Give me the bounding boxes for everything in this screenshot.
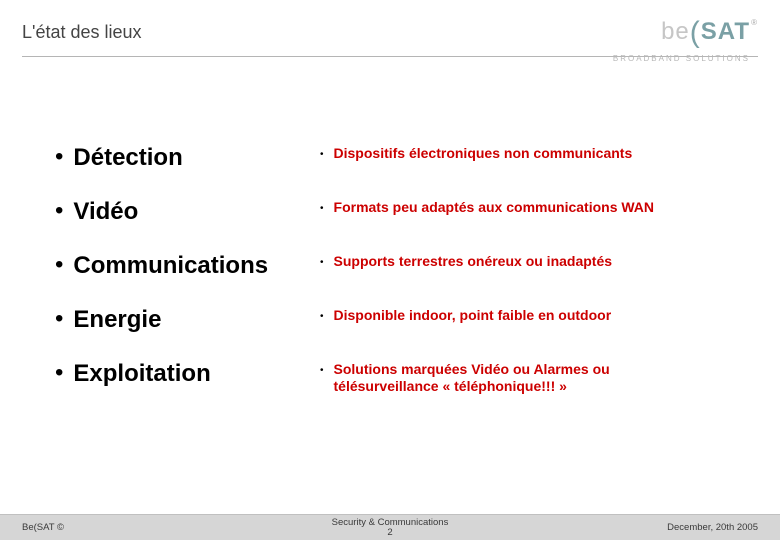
footer-page-number: 2 <box>387 527 392 538</box>
description-label: Supports terrestres onéreux ou inadaptés <box>334 253 613 270</box>
bullet-icon: • <box>320 256 324 270</box>
left-col: • Vidéo <box>55 199 320 225</box>
footer-copyright: Be(SAT © <box>22 522 64 533</box>
logo-subtitle: BROADBAND SOLUTIONS <box>613 54 750 63</box>
right-col: • Supports terrestres onéreux ou inadapt… <box>320 253 612 270</box>
list-item: • Vidéo • Formats peu adaptés aux commun… <box>55 199 750 225</box>
logo-text-sat: SAT <box>701 18 750 45</box>
content: • Détection • Dispositifs électroniques … <box>55 145 750 423</box>
list-item: • Détection • Dispositifs électroniques … <box>55 145 750 171</box>
bullet-icon: • <box>55 307 63 331</box>
topic-label: Energie <box>73 307 161 333</box>
topic-label: Détection <box>73 145 182 171</box>
bullet-icon: • <box>320 364 324 378</box>
bullet-icon: • <box>320 310 324 324</box>
topic-label: Communications <box>73 253 268 279</box>
right-col: • Dispositifs électroniques non communic… <box>320 145 632 162</box>
bullet-icon: • <box>320 202 324 216</box>
left-col: • Exploitation <box>55 361 320 387</box>
left-col: • Détection <box>55 145 320 171</box>
list-item: • Communications • Supports terrestres o… <box>55 253 750 279</box>
list-item: • Exploitation • Solutions marquées Vidé… <box>55 361 750 395</box>
description-label: Disponible indoor, point faible en outdo… <box>334 307 612 324</box>
slide: L'état des lieux be(SAT ® BROADBAND SOLU… <box>0 0 780 540</box>
footer-center: Security & Communications 2 <box>332 518 449 538</box>
left-col: • Energie <box>55 307 320 333</box>
bullet-icon: • <box>55 253 63 277</box>
bullet-icon: • <box>55 361 63 385</box>
description-label: Solutions marquées Vidéo ou Alarmes ou t… <box>334 361 714 395</box>
right-col: • Solutions marquées Vidéo ou Alarmes ou… <box>320 361 714 395</box>
list-item: • Energie • Disponible indoor, point fai… <box>55 307 750 333</box>
left-col: • Communications <box>55 253 320 279</box>
footer: Be(SAT © Security & Communications 2 Dec… <box>0 514 780 540</box>
bullet-icon: • <box>55 145 63 169</box>
topic-label: Exploitation <box>73 361 210 387</box>
topic-label: Vidéo <box>73 199 138 225</box>
right-col: • Disponible indoor, point faible en out… <box>320 307 611 324</box>
bullet-icon: • <box>320 148 324 162</box>
right-col: • Formats peu adaptés aux communications… <box>320 199 654 216</box>
bullet-icon: • <box>55 199 63 223</box>
logo-registered-icon: ® <box>751 18 758 27</box>
description-label: Dispositifs électroniques non communican… <box>334 145 633 162</box>
footer-date: December, 20th 2005 <box>667 522 758 533</box>
logo-text-be: be <box>661 18 690 45</box>
description-label: Formats peu adaptés aux communications W… <box>334 199 655 216</box>
logo-main: be(SAT ® <box>613 16 750 50</box>
logo: be(SAT ® BROADBAND SOLUTIONS <box>613 16 750 63</box>
logo-paren-icon: ( <box>690 16 701 49</box>
